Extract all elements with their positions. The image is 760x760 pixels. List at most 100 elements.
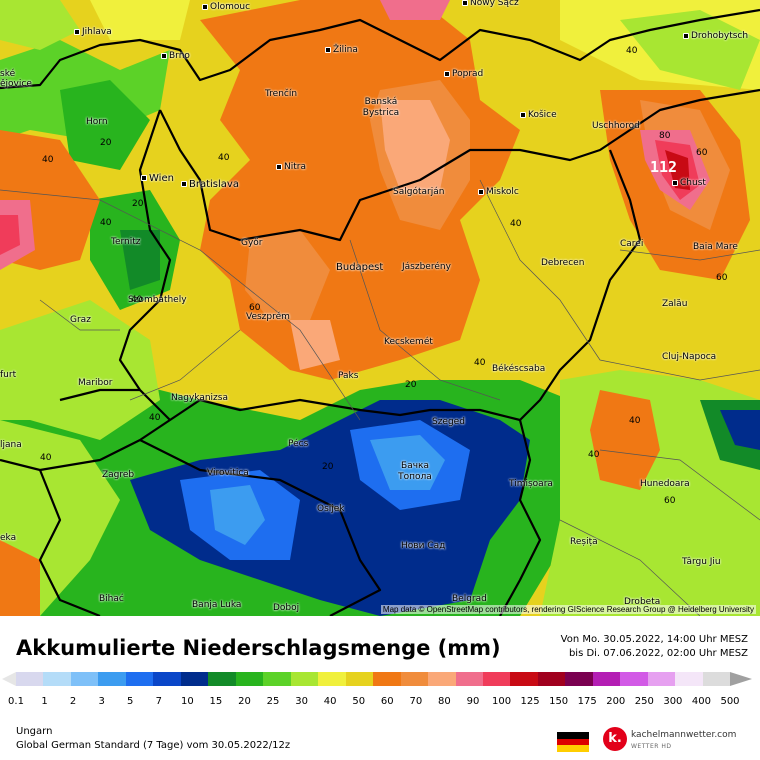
- city-label: Nowy Sącz: [462, 0, 519, 8]
- legend-panel: Akkumulierte Niederschlagsmenge (mm) Von…: [0, 616, 760, 760]
- city-label: Jászberény: [402, 262, 451, 272]
- scale-tick-label: 90: [466, 696, 480, 707]
- scale-swatch: [180, 672, 209, 686]
- scale-tick-label: 10: [180, 696, 194, 707]
- german-flag-icon: [557, 732, 589, 752]
- city-label: eka: [0, 533, 17, 543]
- scale-arrow-left: [2, 672, 16, 686]
- scale-tick-label: 1: [41, 696, 48, 707]
- scale-ticks: 0.1 1 2 3 5 7 10 15 20 25 30 40 50 60 70 80 90 100 125 150 1…: [8, 696, 752, 710]
- city-label: Veszprém: [246, 312, 290, 322]
- scale-tick-label: 80: [438, 696, 451, 707]
- scale-swatch: [482, 672, 511, 686]
- scale-tick-label: 30: [295, 696, 308, 707]
- scale-tick-label: 400: [691, 696, 711, 707]
- scale-tick-label: 70: [409, 696, 423, 707]
- city-label: Poprad: [444, 69, 483, 79]
- scale-tick-label: 5: [127, 696, 134, 707]
- contour-label: 40: [629, 416, 641, 426]
- color-scale: [16, 672, 731, 686]
- city-label: Reșița: [570, 537, 598, 547]
- city-label: Baia Mare: [693, 242, 738, 252]
- scale-swatch: [125, 672, 154, 686]
- contour-label: 40: [131, 295, 143, 305]
- scale-tick-label: 7: [155, 696, 162, 707]
- scale-swatch: [592, 672, 621, 686]
- scale-tick-label: 20: [238, 696, 251, 707]
- scale-swatch: [400, 672, 429, 686]
- scale-tick-label: 100: [491, 696, 512, 707]
- scale-swatch: [620, 672, 648, 686]
- city-label: Uschhorod: [592, 121, 640, 131]
- scale-tick-label: 60: [380, 696, 394, 707]
- city-label: Nagykanizsa: [171, 393, 228, 403]
- contour-label: 60: [696, 148, 708, 158]
- scale-tick-label: 15: [209, 696, 223, 707]
- contour-label: 20: [100, 138, 112, 148]
- contour-label: 40: [588, 450, 600, 460]
- scale-swatch: [318, 672, 346, 686]
- city-label: Košice: [520, 110, 557, 120]
- scale-swatch: [373, 672, 401, 686]
- contour-label: 40: [100, 218, 112, 228]
- contour-label: 40: [510, 219, 522, 229]
- city-label: Olomouc: [202, 2, 250, 12]
- scale-tick-label: 40: [323, 696, 337, 707]
- contour-label: 40: [42, 155, 54, 165]
- city-label: Kecskemét: [384, 337, 433, 347]
- scale-swatch: [70, 672, 99, 686]
- scale-tick-label: 175: [577, 696, 597, 707]
- city-label: Belgrad: [452, 594, 487, 604]
- scale-tick-label: 50: [352, 696, 366, 707]
- period-to: bis Di. 07.06.2022, 02:00 Uhr MESZ: [568, 648, 748, 659]
- scale-swatch: [235, 672, 264, 686]
- scale-swatch: [537, 672, 566, 686]
- city-label: Maribor: [78, 378, 113, 388]
- scale-swatch: [647, 672, 676, 686]
- city-label: Salgótarján: [393, 187, 445, 197]
- scale-swatch: [428, 672, 456, 686]
- precipitation-map[interactable]: Olomouc Nowy Sącz Jihlava Drohobytsch Br…: [0, 0, 760, 616]
- city-label: Brno: [161, 51, 190, 61]
- city-label: Szombathely: [128, 295, 187, 305]
- contour-label: 80: [659, 131, 671, 141]
- scale-tick-label: 2: [69, 696, 77, 707]
- scale-tick-label: 125: [520, 696, 540, 707]
- map-canvas: [0, 0, 760, 616]
- city-label: Graz: [70, 315, 91, 325]
- city-label: Trenčín: [265, 89, 298, 99]
- contour-label: 20: [132, 199, 144, 209]
- scale-tick-label: 200: [606, 696, 626, 707]
- city-label: Miskolc: [478, 187, 519, 197]
- kachelmann-logo[interactable]: kachelmannwetter.com WETTER HD: [631, 730, 736, 752]
- contour-label: 40: [626, 46, 638, 56]
- contour-label: 40: [474, 358, 486, 368]
- scale-tick-label: 500: [720, 696, 740, 707]
- city-label: ské: [0, 69, 16, 79]
- scale-tick-label: 0.1: [8, 696, 24, 707]
- city-label: Békéscsaba: [492, 364, 546, 374]
- time-period: Von Mo. 30.05.2022, 14:00 Uhr MESZ bis D…: [561, 633, 748, 661]
- scale-swatch: [455, 672, 483, 686]
- city-label: Zagreb: [102, 470, 135, 480]
- scale-swatch: [510, 672, 538, 686]
- city-label: Jihlava: [74, 27, 112, 37]
- city-label: Bihać: [99, 594, 124, 604]
- city-label: Doboj: [273, 603, 300, 613]
- scale-tick-label: 150: [549, 696, 569, 707]
- contour-label: 40: [40, 453, 52, 463]
- city-label: Osijek: [317, 504, 345, 514]
- scale-tick-label: 300: [663, 696, 683, 707]
- max-value-label: 112: [650, 158, 678, 176]
- kachelmann-logo-icon[interactable]: k.: [603, 727, 627, 751]
- city-label: Drobeta: [624, 597, 661, 607]
- city-label: Chust: [672, 178, 706, 188]
- city-label: Bratislava: [181, 179, 239, 190]
- contour-label: 60: [249, 303, 261, 313]
- scale-arrow-right: [730, 672, 752, 686]
- city-label: ljana: [0, 440, 22, 450]
- city-label: Zalău: [662, 299, 688, 309]
- city-label: Banja Luka: [192, 600, 242, 610]
- scale-tick-label: 3: [98, 696, 105, 707]
- region-label: Ungarn: [16, 726, 53, 737]
